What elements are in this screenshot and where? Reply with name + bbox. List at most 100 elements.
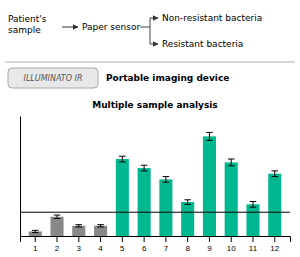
error-bar-cap: [32, 230, 39, 231]
flow-arrow: [150, 44, 158, 45]
error-bar-cap: [76, 224, 83, 225]
error-bar: [76, 225, 83, 227]
annotation-line: Non-resistant bacteria: [162, 13, 262, 23]
error-bar-cap: [184, 199, 191, 200]
annotation-line: Portable imaging device: [106, 73, 229, 83]
x-tick: 12: [270, 236, 279, 253]
annotation-line: Patient's: [8, 14, 47, 24]
error-bar-cap: [76, 226, 83, 227]
x-tick: 5: [120, 236, 125, 253]
error-bar: [184, 200, 191, 205]
error-bar-cap: [141, 165, 148, 166]
x-tick-label: 3: [77, 244, 82, 253]
x-tick-mark: [144, 236, 145, 242]
error-bar-stem: [144, 165, 145, 171]
error-bar: [119, 156, 126, 162]
x-tick: 3: [77, 236, 82, 253]
branch-line: [140, 18, 150, 44]
annotation-line: sample: [8, 25, 41, 35]
bar: [138, 168, 151, 236]
annotation: Patient'ssample: [8, 14, 47, 35]
error-bar-cap: [163, 182, 170, 183]
error-bar: [206, 132, 213, 140]
x-tick-mark: [122, 236, 123, 242]
x-tick-mark: [100, 236, 101, 242]
x-tick: 1: [33, 236, 38, 253]
annotation: Portable imaging device: [106, 73, 229, 83]
plot-area: [20, 132, 290, 236]
error-bar-cap: [119, 161, 126, 162]
x-tick-mark: [35, 236, 36, 242]
error-bar-stem: [122, 156, 123, 162]
error-bar-cap: [54, 218, 61, 219]
error-bar-stem: [252, 201, 253, 207]
x-axis-line: [21, 237, 291, 243]
x-tick-label: 11: [249, 244, 258, 253]
x-tick-label: 8: [185, 244, 190, 253]
annotation-line: Resistant bacteria: [162, 39, 243, 49]
error-bar: [250, 201, 257, 207]
error-bar-stem: [187, 200, 188, 205]
x-tick-label: 7: [164, 244, 169, 253]
x-tick-mark: [78, 236, 79, 242]
annotation-line: ILLUMINATO IR: [24, 74, 83, 83]
x-tick: 11: [249, 236, 258, 253]
x-tick-label: 9: [207, 244, 212, 253]
error-bar-stem: [231, 159, 232, 166]
x-tick: 6: [142, 236, 147, 253]
bar: [94, 226, 107, 236]
x-tick: 10: [227, 236, 236, 253]
error-bar-cap: [163, 176, 170, 177]
error-bar-cap: [97, 226, 104, 227]
flow-arrow: [150, 18, 158, 19]
divider: [5, 62, 295, 63]
bar: [246, 204, 259, 236]
device-body: [8, 68, 98, 88]
error-bar: [228, 159, 235, 166]
x-tick-mark: [165, 236, 166, 242]
error-bar-cap: [271, 170, 278, 171]
annotation: Non-resistant bacteria: [162, 13, 262, 23]
bar: [225, 162, 238, 236]
bar: [268, 174, 281, 236]
error-bar-cap: [206, 132, 213, 133]
x-tick-label: 4: [98, 244, 103, 253]
error-bar-cap: [250, 201, 257, 202]
x-tick-mark: [252, 236, 253, 242]
bar: [203, 136, 216, 236]
error-bar-cap: [184, 204, 191, 205]
schematic: Patient'ssample Paper sensor Non-resistant…: [5, 13, 295, 88]
bar: [181, 202, 194, 236]
error-bar-cap: [54, 215, 61, 216]
annotation: Resistant bacteria: [162, 39, 243, 49]
x-tick-label: 12: [270, 244, 279, 253]
annotation: Paper sensor: [82, 22, 140, 32]
bar: [72, 226, 85, 236]
error-bar: [32, 230, 39, 232]
x-tick: 9: [207, 236, 212, 253]
x-tick-label: 5: [120, 244, 125, 253]
x-axis: 123456789101112: [21, 236, 291, 253]
error-bar-cap: [228, 165, 235, 166]
x-tick-label: 2: [55, 244, 60, 253]
figure: Patient'ssample Paper sensor Non-resistant…: [0, 0, 300, 257]
error-bar-stem: [57, 215, 58, 218]
bar: [50, 217, 63, 236]
error-bar: [163, 177, 170, 183]
x-tick-mark: [231, 236, 232, 242]
x-tick-label: 1: [33, 244, 38, 253]
y-axis-line: [20, 117, 21, 237]
x-tick: 7: [164, 236, 169, 253]
chart-title: Multiple sample analysis: [92, 100, 217, 110]
x-tick-mark: [274, 236, 275, 242]
x-tick: 4: [98, 236, 103, 253]
bar: [116, 159, 129, 236]
threshold-line: [20, 212, 290, 213]
x-tick-mark: [57, 236, 58, 242]
error-bar: [97, 225, 104, 227]
bar: [29, 231, 42, 236]
x-tick-label: 6: [142, 244, 147, 253]
error-bar-cap: [228, 159, 235, 160]
error-bar-stem: [209, 132, 210, 140]
annotation: ILLUMINATO IR: [24, 74, 83, 83]
